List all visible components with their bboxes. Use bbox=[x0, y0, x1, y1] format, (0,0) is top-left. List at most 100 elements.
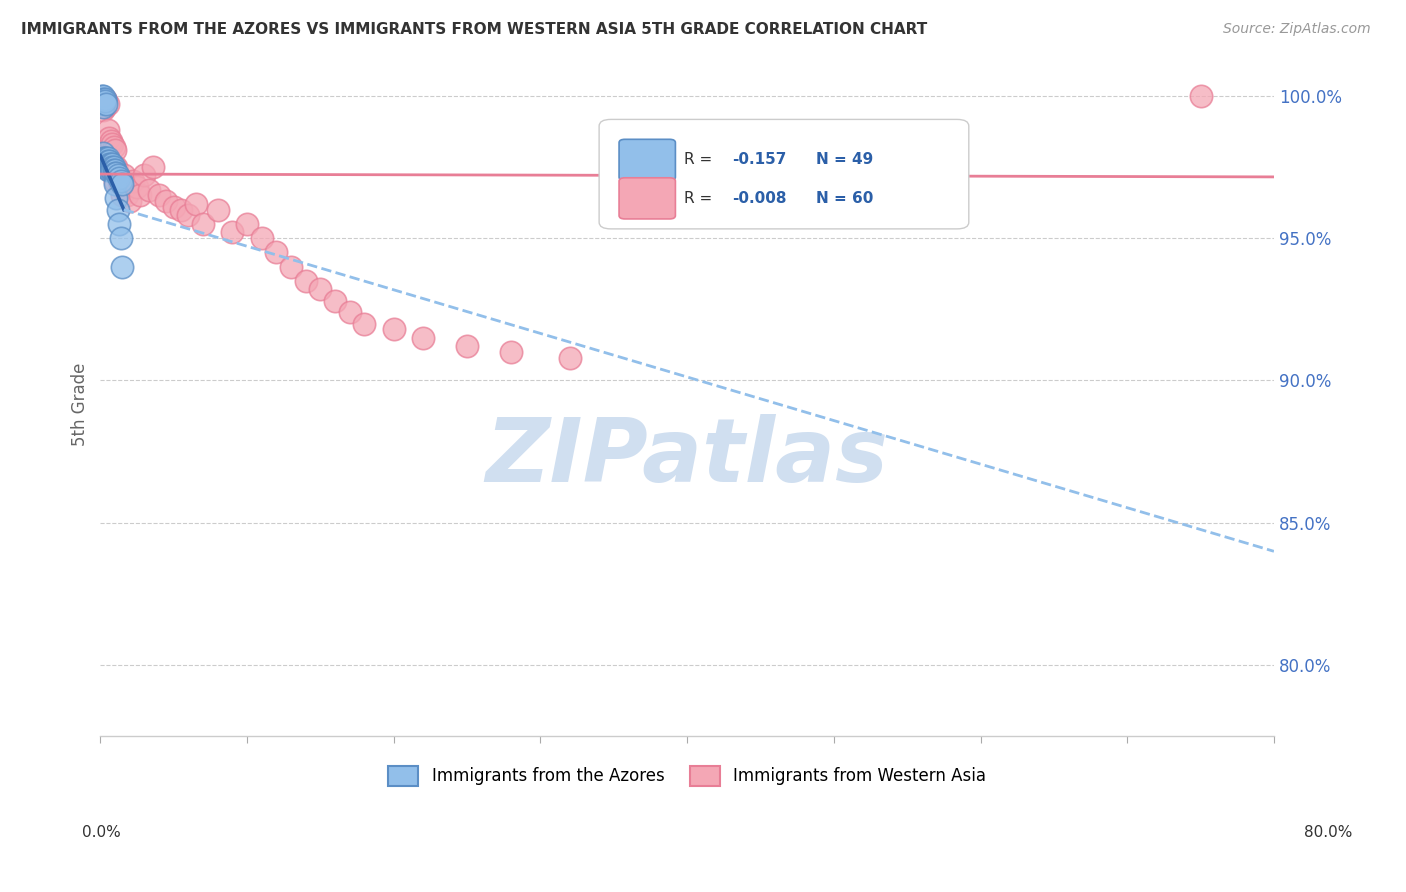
Point bbox=[104, 160, 127, 174]
Point bbox=[108, 171, 131, 186]
Point bbox=[100, 134, 122, 148]
Text: IMMIGRANTS FROM THE AZORES VS IMMIGRANTS FROM WESTERN ASIA 5TH GRADE CORRELATION: IMMIGRANTS FROM THE AZORES VS IMMIGRANTS… bbox=[21, 22, 928, 37]
Point bbox=[558, 351, 581, 365]
Point bbox=[323, 293, 346, 308]
Text: R =: R = bbox=[683, 191, 717, 206]
Point bbox=[91, 97, 114, 112]
Point bbox=[107, 202, 129, 217]
Point bbox=[104, 177, 127, 191]
Point bbox=[97, 152, 120, 166]
Point bbox=[105, 191, 128, 205]
Point bbox=[111, 260, 134, 274]
Point bbox=[280, 260, 302, 274]
Point bbox=[107, 169, 129, 183]
FancyBboxPatch shape bbox=[619, 139, 675, 180]
Point bbox=[104, 143, 127, 157]
Point bbox=[191, 217, 214, 231]
Point bbox=[96, 97, 118, 112]
Point bbox=[91, 97, 114, 112]
Point bbox=[184, 197, 207, 211]
Point bbox=[108, 217, 131, 231]
Point bbox=[94, 95, 117, 109]
Point bbox=[110, 179, 132, 194]
Point bbox=[97, 160, 120, 174]
Point bbox=[94, 145, 117, 160]
Point bbox=[134, 169, 156, 183]
Text: -0.157: -0.157 bbox=[731, 153, 786, 168]
Point bbox=[353, 317, 375, 331]
Point bbox=[148, 188, 170, 202]
Point bbox=[98, 162, 121, 177]
Point bbox=[104, 162, 127, 177]
Point bbox=[97, 152, 120, 166]
Point bbox=[94, 92, 117, 106]
Text: R =: R = bbox=[683, 153, 717, 168]
Point bbox=[129, 188, 152, 202]
Point bbox=[125, 179, 148, 194]
Point bbox=[98, 154, 121, 169]
Point bbox=[104, 166, 127, 180]
Point bbox=[170, 202, 193, 217]
Point bbox=[91, 95, 114, 109]
Point bbox=[94, 160, 117, 174]
Point bbox=[97, 123, 120, 137]
Point bbox=[177, 208, 200, 222]
Point bbox=[91, 92, 114, 106]
Point bbox=[103, 160, 125, 174]
Point bbox=[94, 157, 117, 171]
Point bbox=[101, 160, 124, 174]
Point bbox=[110, 231, 132, 245]
Point bbox=[107, 169, 129, 183]
Point bbox=[101, 137, 124, 152]
Point bbox=[97, 97, 120, 112]
Point bbox=[97, 162, 120, 177]
Text: 0.0%: 0.0% bbox=[82, 825, 121, 840]
Point bbox=[100, 157, 122, 171]
Point bbox=[221, 226, 243, 240]
Point bbox=[98, 154, 121, 169]
Point bbox=[103, 140, 125, 154]
Point bbox=[96, 157, 118, 171]
Point bbox=[100, 160, 122, 174]
Text: N = 60: N = 60 bbox=[817, 191, 873, 206]
Point bbox=[98, 157, 121, 171]
Point bbox=[138, 183, 160, 197]
Point bbox=[155, 194, 177, 208]
Point bbox=[91, 145, 114, 160]
Point bbox=[105, 166, 128, 180]
Point bbox=[96, 152, 118, 166]
Point bbox=[294, 274, 316, 288]
Point bbox=[94, 92, 117, 106]
Point bbox=[91, 103, 114, 117]
Point bbox=[104, 174, 127, 188]
Text: -0.008: -0.008 bbox=[731, 191, 786, 206]
Point bbox=[91, 100, 114, 114]
Text: ZIPatlas: ZIPatlas bbox=[485, 414, 889, 501]
Text: 80.0%: 80.0% bbox=[1305, 825, 1353, 840]
Point bbox=[101, 160, 124, 174]
Point bbox=[121, 174, 143, 188]
Point bbox=[105, 160, 128, 174]
Point bbox=[96, 152, 118, 166]
FancyBboxPatch shape bbox=[619, 178, 675, 219]
Point bbox=[382, 322, 405, 336]
Point bbox=[412, 331, 434, 345]
Point bbox=[101, 162, 124, 177]
Point bbox=[112, 169, 135, 183]
Point bbox=[97, 157, 120, 171]
Legend: Immigrants from the Azores, Immigrants from Western Asia: Immigrants from the Azores, Immigrants f… bbox=[380, 757, 994, 795]
Point bbox=[96, 154, 118, 169]
FancyBboxPatch shape bbox=[599, 120, 969, 229]
Point bbox=[142, 160, 165, 174]
Point bbox=[98, 131, 121, 145]
Point bbox=[103, 162, 125, 177]
Point bbox=[98, 160, 121, 174]
Point bbox=[207, 202, 229, 217]
Point bbox=[339, 305, 361, 319]
Point bbox=[118, 194, 141, 208]
Point bbox=[91, 152, 114, 166]
Point bbox=[100, 162, 122, 177]
Point bbox=[96, 160, 118, 174]
Point bbox=[94, 100, 117, 114]
Point bbox=[110, 174, 132, 188]
